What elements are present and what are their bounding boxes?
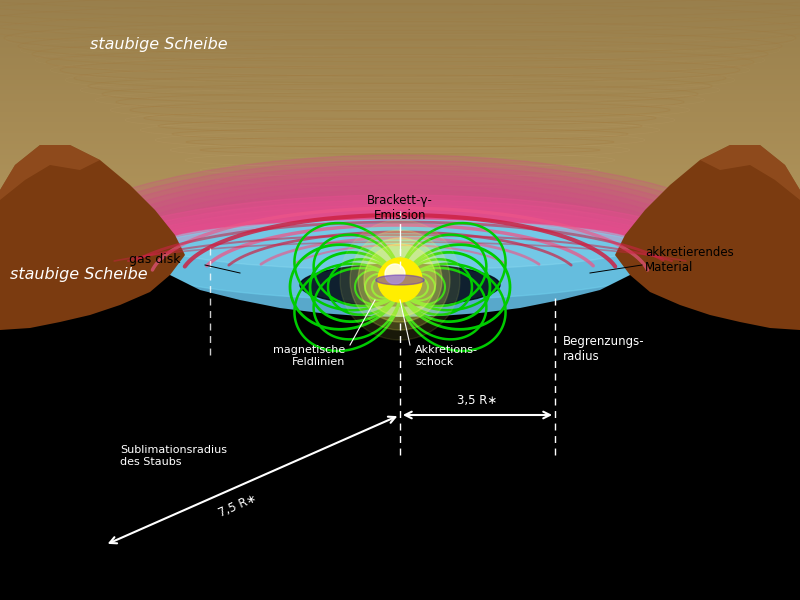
Text: gas disk: gas disk bbox=[130, 253, 181, 266]
Ellipse shape bbox=[110, 223, 690, 337]
Polygon shape bbox=[700, 145, 800, 200]
Polygon shape bbox=[615, 145, 800, 600]
Ellipse shape bbox=[25, 155, 775, 375]
Circle shape bbox=[340, 220, 460, 340]
Ellipse shape bbox=[376, 275, 424, 285]
Text: Begrenzungs-
radius: Begrenzungs- radius bbox=[563, 335, 645, 363]
Circle shape bbox=[378, 258, 422, 302]
Ellipse shape bbox=[105, 195, 695, 335]
Text: 3,5 R∗: 3,5 R∗ bbox=[458, 394, 498, 407]
Text: Sublimationsradius
des Staubs: Sublimationsradius des Staubs bbox=[120, 445, 227, 467]
Ellipse shape bbox=[45, 165, 755, 365]
Ellipse shape bbox=[125, 205, 675, 325]
Text: staubige Scheibe: staubige Scheibe bbox=[90, 37, 228, 52]
Ellipse shape bbox=[35, 160, 765, 370]
Text: magnetische
Feldlinien: magnetische Feldlinien bbox=[273, 345, 345, 367]
Polygon shape bbox=[0, 215, 800, 600]
Ellipse shape bbox=[110, 215, 690, 325]
Ellipse shape bbox=[60, 195, 740, 345]
Ellipse shape bbox=[85, 185, 715, 345]
Ellipse shape bbox=[85, 205, 715, 335]
Text: Akkretions-
schock: Akkretions- schock bbox=[415, 345, 478, 367]
Ellipse shape bbox=[300, 264, 500, 306]
Text: 7,5 R∗: 7,5 R∗ bbox=[217, 492, 258, 520]
Circle shape bbox=[350, 230, 450, 330]
Text: Brackett-γ-
Emission: Brackett-γ- Emission bbox=[367, 194, 433, 222]
Polygon shape bbox=[0, 145, 100, 200]
Ellipse shape bbox=[130, 220, 670, 300]
Circle shape bbox=[364, 244, 436, 316]
Ellipse shape bbox=[65, 175, 735, 355]
Circle shape bbox=[385, 264, 405, 284]
Circle shape bbox=[358, 238, 442, 322]
Polygon shape bbox=[0, 145, 185, 600]
Ellipse shape bbox=[98, 210, 702, 330]
Ellipse shape bbox=[55, 170, 745, 360]
Ellipse shape bbox=[73, 200, 727, 340]
Ellipse shape bbox=[95, 190, 705, 340]
Ellipse shape bbox=[122, 220, 678, 320]
Ellipse shape bbox=[75, 180, 725, 350]
Ellipse shape bbox=[115, 200, 685, 330]
Ellipse shape bbox=[160, 220, 640, 270]
Text: akkretierendes
Material: akkretierendes Material bbox=[645, 246, 734, 274]
Text: staubige Scheibe: staubige Scheibe bbox=[10, 268, 148, 283]
